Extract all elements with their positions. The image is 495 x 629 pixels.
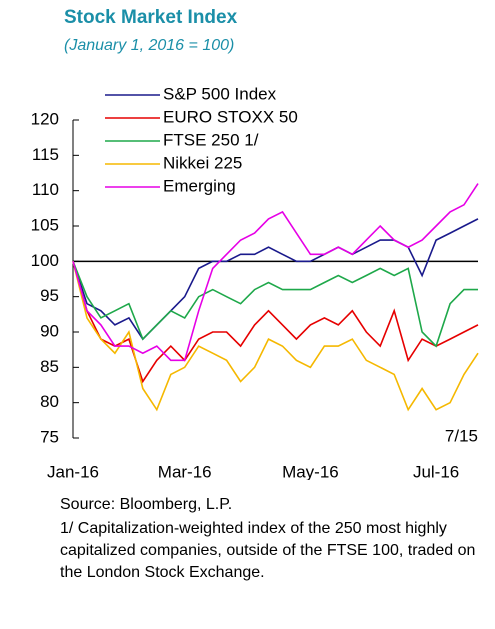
series-line (72, 261, 478, 348)
x-tick-label: Mar-16 (158, 462, 212, 480)
series-line (72, 183, 479, 362)
legend-label: S&P 500 Index (163, 84, 277, 103)
x-tick-label: Jul-16 (413, 462, 459, 480)
source: Source: Bloomberg, L.P. (60, 496, 233, 513)
series-line (72, 218, 479, 341)
footnote: 1/ Capitalization-weighted index of the … (60, 520, 476, 581)
y-tick-label: 80 (40, 392, 59, 411)
legend-label: EURO STOXX 50 (163, 107, 298, 126)
chart-title: Stock Market Index (64, 7, 238, 28)
chart-subtitle: (January 1, 2016 = 100) (64, 37, 234, 54)
y-tick-label: 100 (31, 251, 59, 270)
annotation: 7/15 (445, 426, 478, 445)
y-tick-label: 75 (40, 427, 59, 446)
y-tick-label: 85 (40, 357, 59, 376)
legend-label: FTSE 250 1/ (163, 130, 259, 149)
series-line (72, 261, 479, 384)
y-tick-label: 120 (31, 109, 59, 128)
legend-label: Nikkei 225 (163, 153, 242, 172)
x-tick-label: Jan-16 (47, 462, 99, 480)
x-tick-label: May-16 (282, 462, 339, 480)
y-tick-label: 105 (31, 215, 59, 234)
y-tick-label: 95 (40, 286, 59, 305)
series-line (72, 261, 479, 412)
y-tick-label: 110 (32, 180, 59, 199)
chart: Stock Market Index (January 1, 2016 = 10… (31, 7, 479, 480)
y-tick-label: 115 (32, 145, 59, 164)
legend-label: Emerging (163, 176, 236, 195)
y-tick-label: 90 (40, 321, 59, 340)
